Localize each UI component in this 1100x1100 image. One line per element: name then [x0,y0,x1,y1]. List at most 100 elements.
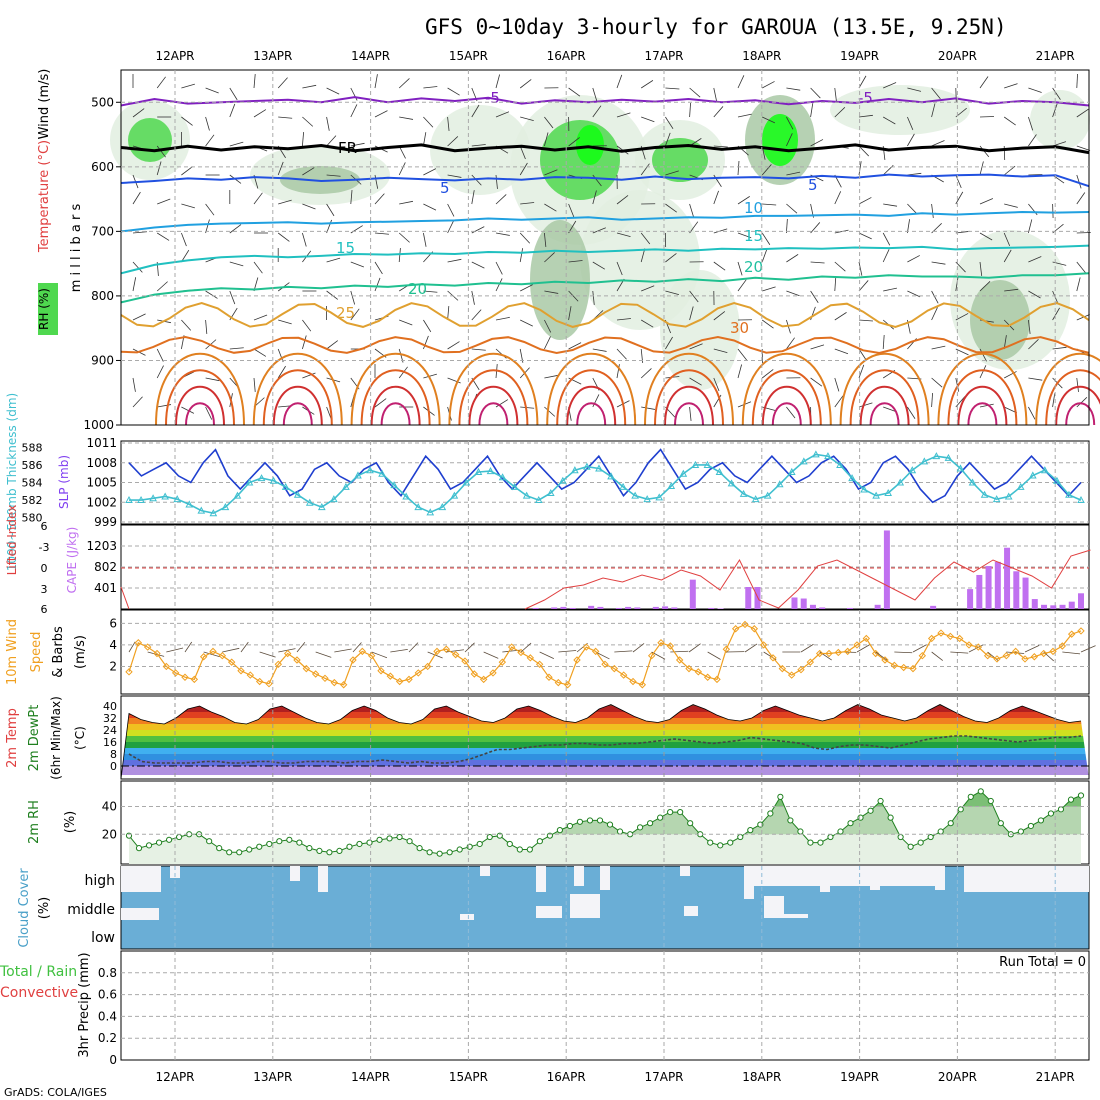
thickness-tick-label: 582 [22,494,43,507]
wind-barb [1003,249,1012,263]
wind-barb [1076,396,1088,408]
rh-point [707,839,714,846]
temp-contour-arc [380,402,411,426]
x-label-bottom: 16APR [547,1070,586,1084]
wind-barb [592,261,606,270]
wind-barb [374,277,381,292]
x-label-bottom: 12APR [155,1070,194,1084]
wind10-barb [296,642,306,653]
wind-barb [471,226,485,234]
wind-point [162,662,171,671]
x-label-top: 19APR [840,49,879,63]
wind-barb [858,75,867,89]
cloud-gap [121,866,161,892]
wind-barb [665,253,677,263]
wind10-barb [632,643,645,653]
li-tick-label: 0 [41,562,48,575]
rh-point [847,820,854,827]
rh-point [787,817,794,824]
wind-barb [665,290,680,296]
wind-barb [326,203,335,217]
cape-bar [745,587,752,609]
wind-point [573,656,581,664]
wind-barb [1003,232,1011,247]
cloud-gap [290,866,300,881]
contour-label: 25 [336,304,355,322]
wind-barb [447,87,460,96]
wind-barb [883,116,896,125]
x-label-top: 16APR [547,49,586,63]
rh-point [887,814,894,821]
cape-bar [1078,593,1084,609]
wind-barb [1004,288,1019,292]
wind-barb [544,290,559,294]
wind-barb [156,161,162,176]
rh-point [356,840,363,848]
wind-barb [326,340,339,350]
wind-barb [762,81,775,89]
rh-point [306,845,313,852]
wind-barb [761,319,774,329]
wind-barb [713,145,728,148]
wind-barb [592,105,602,118]
cape-tick-label: 802 [94,560,117,574]
rh-point [556,827,564,834]
temp-contour-arc [185,402,215,426]
wind-barb [762,203,777,206]
temp-contour-arc [937,352,1028,426]
wind-barb [471,144,486,147]
wind10-barb [184,641,193,653]
wind-barb [834,87,837,102]
wind-barb [568,87,581,97]
wind-barb [205,87,219,94]
rh-point [606,821,614,828]
temp-contour-arc [869,402,900,426]
wind-barb [447,220,455,234]
x-label-bottom: 15APR [449,1070,488,1084]
rh-point [727,839,734,846]
wind-point [134,639,143,647]
wind-barb [398,145,406,159]
rh-shade [762,114,798,166]
cape-bar [717,608,724,609]
wind-point [871,649,880,658]
temp-contour-arc [546,352,637,426]
wind-barb [495,111,510,118]
temp-contour-arc [741,352,832,426]
contour-label: 10 [744,199,763,217]
temp-contour-line [120,210,1090,233]
wind-barb [302,372,316,379]
temp-tick-label: 24 [103,724,117,737]
temp-contour-arc [370,385,421,426]
wind-point [545,673,553,681]
wind-barb [471,190,475,205]
cloud-gap-mid [460,914,474,920]
wind-barb [858,402,873,408]
cape-bar [1022,577,1029,609]
cape-bar [634,607,641,609]
x-label-top: 21APR [1036,49,1075,63]
cape-bar [1004,547,1011,609]
precip-tick-label: 0.6 [98,988,117,1002]
wind-barb [278,199,292,205]
temp-contour-arc [175,385,225,426]
wind-barb [132,108,145,118]
wind-barb [979,365,987,379]
wind-barb [423,232,427,247]
rh-legend-swatch [38,283,58,335]
wind-barb [907,219,910,234]
wind-barb [592,227,606,234]
wind-barb [253,377,256,392]
cloud-gap-mid [684,906,698,916]
wind-barb [1028,134,1037,147]
wind-barb [689,343,703,350]
wind-point [918,651,927,660]
wind-point [1058,642,1067,650]
wind-barb [713,261,726,271]
wind-barb [495,399,509,408]
precip-tick-label: 0.2 [98,1031,117,1045]
wind-barb [931,203,934,218]
wind-barb [398,162,406,176]
wind-barb [399,319,413,326]
